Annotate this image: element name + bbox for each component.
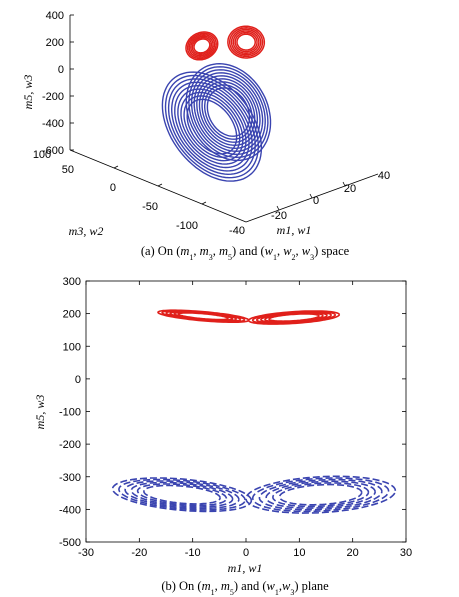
panel-b-series-red — [157, 309, 341, 325]
panel-a-caption: (a) On (m1, m3, m5) and (w1, w2, w3) spa… — [141, 244, 350, 262]
panel-b-y-axis-label: m5, w3 — [33, 395, 47, 430]
x-tick-label: -20 — [271, 210, 287, 222]
attractor-trajectory — [143, 484, 221, 505]
attractor-trajectory — [193, 38, 211, 54]
z-tick-label: 400 — [46, 10, 64, 22]
attractor-trajectory — [186, 98, 238, 155]
x-tick-label: 30 — [400, 547, 412, 559]
y-tick-label: 0 — [110, 182, 116, 194]
attractor-trajectory — [245, 475, 397, 514]
y-tick-label: 100 — [33, 149, 51, 161]
panel-a-z-axis-label: m5, w3 — [21, 75, 35, 110]
attractor-trajectory — [198, 78, 258, 147]
z-tick-label: 200 — [46, 37, 64, 49]
y-tick-label: -400 — [59, 504, 81, 516]
attractor-trajectory — [124, 480, 240, 510]
attractor-trajectory — [161, 71, 263, 182]
attractor-trajectory — [193, 72, 264, 153]
attractor-trajectory — [234, 31, 258, 53]
x-tick-label: -40 — [229, 225, 245, 237]
z-tick-label: -600 — [42, 145, 64, 157]
y-tick-label: 0 — [75, 374, 81, 386]
panel-a-x-axis-label: m1, w1 — [277, 223, 312, 237]
y-tick-label: 200 — [63, 309, 81, 321]
attractor-trajectory — [185, 31, 219, 61]
attractor-trajectory — [272, 482, 370, 508]
panel-a-y-ticks: -100 -50 0 50 100 — [33, 149, 207, 232]
y-tick-label: 50 — [62, 164, 74, 176]
attractor-trajectory — [188, 66, 269, 159]
y-tick-label: -500 — [59, 537, 81, 549]
attractor-trajectory — [258, 478, 383, 511]
panel-a-z-ticks: 400 200 0 -200 -400 -600 — [42, 10, 74, 157]
attractor-trajectory — [228, 27, 264, 58]
y-tick-label: -100 — [59, 407, 81, 419]
z-tick-label: -400 — [42, 118, 64, 130]
x-tick-label: -20 — [131, 547, 147, 559]
attractor-trajectory — [190, 35, 214, 57]
attractor-trajectory — [190, 69, 266, 156]
attractor-trajectory — [157, 309, 250, 323]
x-tick-label: -30 — [78, 547, 94, 559]
attractor-trajectory — [164, 74, 260, 179]
attractor-trajectory — [186, 32, 217, 60]
attractor-trajectory — [247, 310, 341, 325]
x-tick-label: 40 — [378, 170, 390, 182]
attractor-trajectory — [227, 25, 266, 59]
attractor-trajectory — [177, 88, 247, 165]
x-tick-label: 0 — [313, 195, 319, 207]
x-tick-label: 0 — [243, 547, 249, 559]
attractor-trajectory — [232, 30, 260, 54]
attractor-trajectory — [265, 480, 376, 509]
panel-a-series-blue — [161, 62, 272, 182]
attractor-trajectory — [170, 81, 253, 172]
x-tick-label: 20 — [344, 183, 356, 195]
attractor-trajectory — [236, 33, 256, 51]
attractor-trajectory — [251, 477, 390, 513]
attractor-trajectory — [230, 28, 262, 56]
x-tick-label: 20 — [347, 547, 359, 559]
attractor-trajectory — [174, 84, 250, 169]
attractor-trajectory — [185, 62, 272, 162]
panel-b-x-axis-label: m1, w1 — [228, 561, 263, 575]
y-tick-label: -50 — [142, 201, 158, 213]
attractor-trajectory — [118, 478, 246, 511]
y-tick-label: 300 — [63, 276, 81, 288]
y-tick-label: 100 — [63, 341, 81, 353]
x-tick-label: -10 — [185, 547, 201, 559]
attractor-trajectory — [191, 36, 213, 56]
panel-a-y-axis-label: m3, w2 — [69, 224, 104, 238]
panel-a-series-red — [185, 25, 266, 61]
x-tick-label: 10 — [293, 547, 305, 559]
panel-b-series-blue — [111, 475, 397, 514]
panel-a-x-ticks: -40 -20 0 20 40 — [229, 170, 390, 237]
z-tick-label: 0 — [58, 64, 64, 76]
panel-b-x-ticks: -30 -20 -10 0 10 20 30 — [78, 281, 412, 559]
y-tick-label: -100 — [176, 220, 198, 232]
attractor-trajectory — [136, 483, 228, 507]
panel-a-3d-chart: 400 200 0 -200 -400 -600 -100 -50 0 50 1… — [21, 10, 390, 262]
attractor-trajectory — [180, 91, 244, 162]
attractor-trajectory — [183, 95, 241, 159]
y-tick-label: -200 — [59, 439, 81, 451]
panel-b-caption: (b) On (m1, m5) and (w1,w3) plane — [161, 579, 329, 597]
z-tick-label: -200 — [42, 91, 64, 103]
panel-b-y-ticks: 300 200 100 0 -100 -200 -300 -400 -500 — [59, 276, 406, 549]
attractor-trajectory — [278, 483, 363, 506]
y-tick-label: -300 — [59, 472, 81, 484]
attractor-trajectory — [188, 34, 216, 58]
attractor-trajectory — [167, 78, 256, 176]
panel-a-box — [69, 15, 379, 223]
